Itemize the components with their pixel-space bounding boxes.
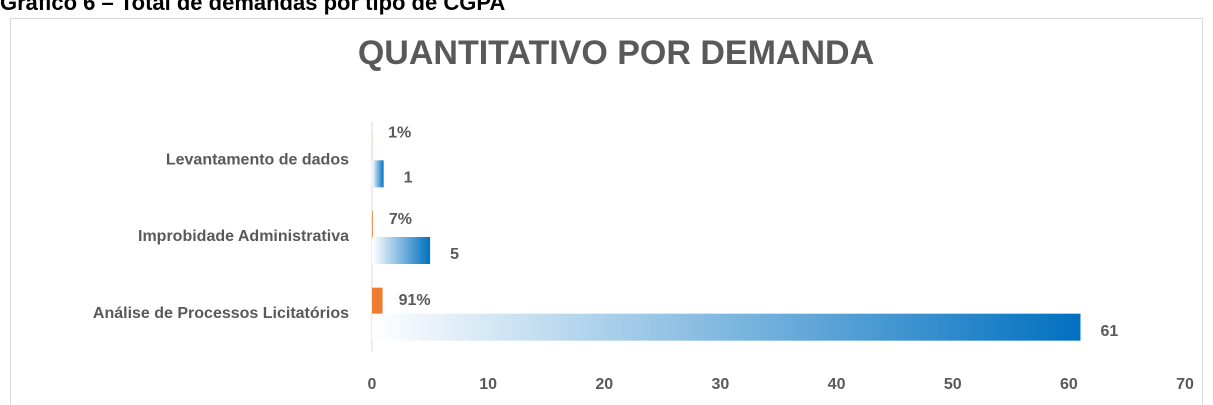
y-tick-label: Análise de Processos Licitatórios (93, 305, 349, 322)
x-tick-label: 30 (712, 376, 730, 393)
value-label: 61 (1100, 323, 1118, 340)
value-label: 1 (404, 170, 413, 187)
x-tick-label: 40 (828, 376, 846, 393)
bar (372, 313, 1081, 341)
value-label: 7% (389, 211, 412, 228)
x-tick-label: 50 (944, 376, 962, 393)
bar (372, 287, 383, 314)
bar (372, 237, 431, 264)
x-tick-label: 60 (1060, 376, 1078, 393)
y-tick-label: Improbidade Administrativa (138, 228, 349, 245)
bar (372, 160, 384, 188)
page-heading: Gráfico 6 – Total de demandas por tipo d… (0, 0, 505, 15)
x-tick-label: 10 (479, 376, 497, 393)
x-tick-label: 20 (595, 376, 613, 393)
y-tick-label: Levantamento de dados (166, 152, 349, 169)
chart-title: QUANTITATIVO POR DEMANDA (358, 34, 874, 72)
bar (372, 211, 373, 237)
value-label: 91% (399, 292, 431, 309)
value-label: 5 (450, 246, 459, 263)
x-tick-label: 70 (1176, 376, 1194, 393)
x-tick-label: 0 (368, 376, 377, 393)
chart-frame (10, 18, 1203, 405)
value-label: 1% (388, 125, 411, 142)
